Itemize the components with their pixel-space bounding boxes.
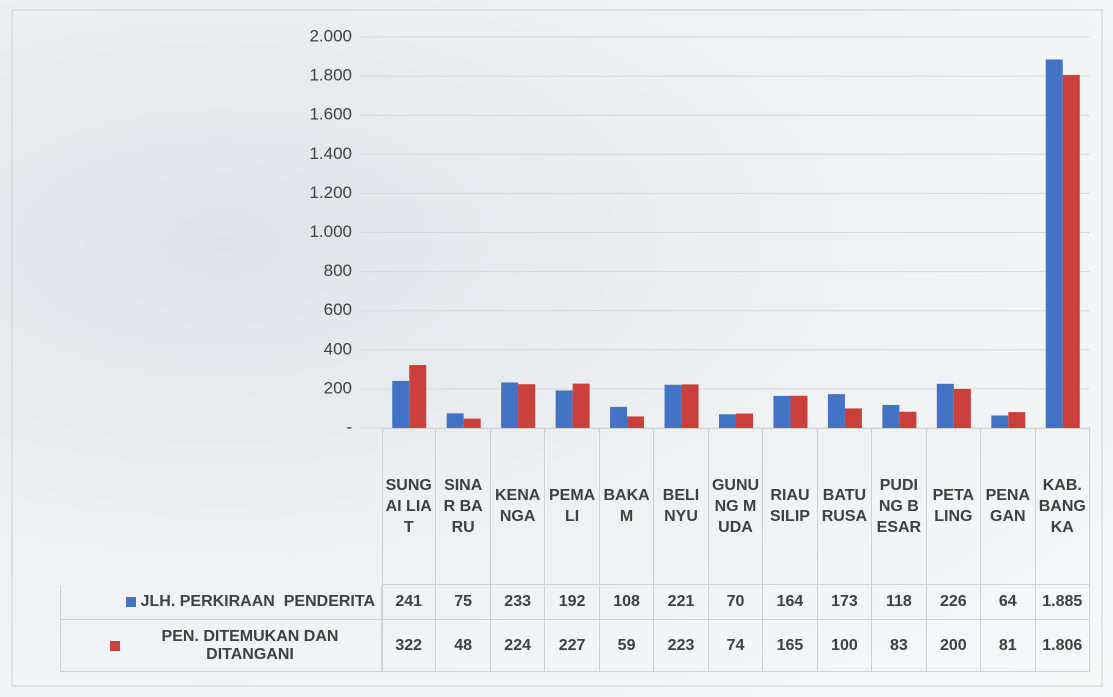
bar bbox=[518, 384, 536, 428]
bar bbox=[627, 416, 645, 428]
category-cell: KAB. BANGKA bbox=[1035, 428, 1090, 585]
y-tick-label: 600 bbox=[324, 300, 352, 319]
legend-swatch bbox=[125, 597, 136, 607]
category-cell: SUNGAI LIAT bbox=[382, 428, 437, 585]
y-tick-label: 1.000 bbox=[309, 222, 352, 241]
value-cell: 224 bbox=[490, 620, 546, 672]
category-cell: BATURUSA bbox=[817, 428, 873, 585]
value-cell: 83 bbox=[872, 620, 927, 672]
value-cell: 70 bbox=[708, 585, 764, 620]
bar bbox=[501, 382, 519, 428]
value-cell: 48 bbox=[436, 620, 491, 672]
value-cell: 64 bbox=[981, 585, 1036, 620]
bar bbox=[936, 383, 954, 428]
category-cell: PETALING bbox=[926, 428, 982, 585]
value-cell: 1.806 bbox=[1035, 620, 1090, 672]
bar bbox=[773, 395, 791, 428]
legend-swatch bbox=[110, 640, 120, 651]
bar bbox=[681, 384, 699, 428]
category-cell: SINAR BARU bbox=[436, 428, 491, 585]
bar bbox=[899, 411, 917, 428]
bar bbox=[1008, 412, 1026, 428]
category-cell: RIAU SILIP bbox=[763, 428, 818, 585]
y-tick-label: 1.800 bbox=[309, 66, 352, 85]
value-cell: 165 bbox=[763, 620, 818, 672]
value-cell: 221 bbox=[654, 585, 709, 620]
category-cell: BELINYU bbox=[654, 428, 709, 585]
bar bbox=[610, 406, 628, 428]
bar bbox=[844, 408, 862, 428]
value-cell: 322 bbox=[382, 620, 437, 672]
value-cell: 233 bbox=[490, 585, 546, 620]
value-cell: 1.885 bbox=[1035, 585, 1090, 620]
bar bbox=[555, 390, 573, 428]
value-cell: 223 bbox=[654, 620, 709, 672]
legend-label: JLH. PERKIRAAN PENDERITA bbox=[140, 593, 375, 610]
category-cell: BAKAM bbox=[599, 428, 655, 585]
value-cell: 75 bbox=[436, 585, 491, 620]
category-cell: KENANGA bbox=[490, 428, 546, 585]
bar bbox=[991, 415, 1009, 428]
y-tick-label: 1.200 bbox=[309, 183, 352, 202]
value-cell: 173 bbox=[817, 585, 873, 620]
legend-label: PEN. DITEMUKAN DAN DITANGANI bbox=[161, 627, 339, 663]
value-cell: 81 bbox=[981, 620, 1036, 672]
category-cell: PENAGAN bbox=[981, 428, 1036, 585]
bar bbox=[664, 384, 682, 428]
value-cell: 100 bbox=[817, 620, 873, 672]
bar bbox=[446, 413, 464, 428]
bar bbox=[409, 365, 427, 428]
bar bbox=[719, 414, 736, 428]
legend-cell: PEN. DITEMUKAN DAN DITANGANI bbox=[60, 620, 382, 672]
category-cell: PEMALI bbox=[545, 428, 600, 585]
bar bbox=[1062, 74, 1080, 428]
y-tick-label: 200 bbox=[324, 378, 352, 397]
frame bbox=[11, 9, 1103, 687]
bar bbox=[572, 383, 590, 428]
value-cell: 74 bbox=[708, 620, 764, 672]
y-tick-label: 800 bbox=[324, 261, 352, 280]
y-tick-label: 1.600 bbox=[309, 105, 352, 124]
bar bbox=[882, 404, 900, 428]
y-tick-label: 1.400 bbox=[309, 144, 352, 163]
y-tick-label: 2.000 bbox=[309, 26, 352, 45]
bar bbox=[827, 394, 845, 428]
legend-cell: JLH. PERKIRAAN PENDERITA bbox=[60, 585, 382, 620]
value-cell: 164 bbox=[763, 585, 818, 620]
value-cell: 200 bbox=[926, 620, 982, 672]
bar bbox=[953, 388, 971, 428]
value-cell: 192 bbox=[545, 585, 600, 620]
category-cell: PUDING BESAR bbox=[872, 428, 927, 585]
y-tick-label: 400 bbox=[324, 339, 352, 358]
bar bbox=[1045, 59, 1063, 429]
y-tick-label: - bbox=[346, 417, 352, 436]
bar bbox=[790, 395, 808, 428]
bar bbox=[392, 380, 410, 428]
category-cell: GUNUNG MUDA bbox=[708, 428, 764, 585]
value-cell: 118 bbox=[872, 585, 927, 620]
bar bbox=[463, 418, 481, 428]
value-cell: 241 bbox=[382, 585, 437, 620]
bar bbox=[736, 413, 753, 428]
value-cell: 59 bbox=[599, 620, 655, 672]
value-cell: 226 bbox=[926, 585, 982, 620]
value-cell: 227 bbox=[545, 620, 600, 672]
value-cell: 108 bbox=[599, 585, 655, 620]
